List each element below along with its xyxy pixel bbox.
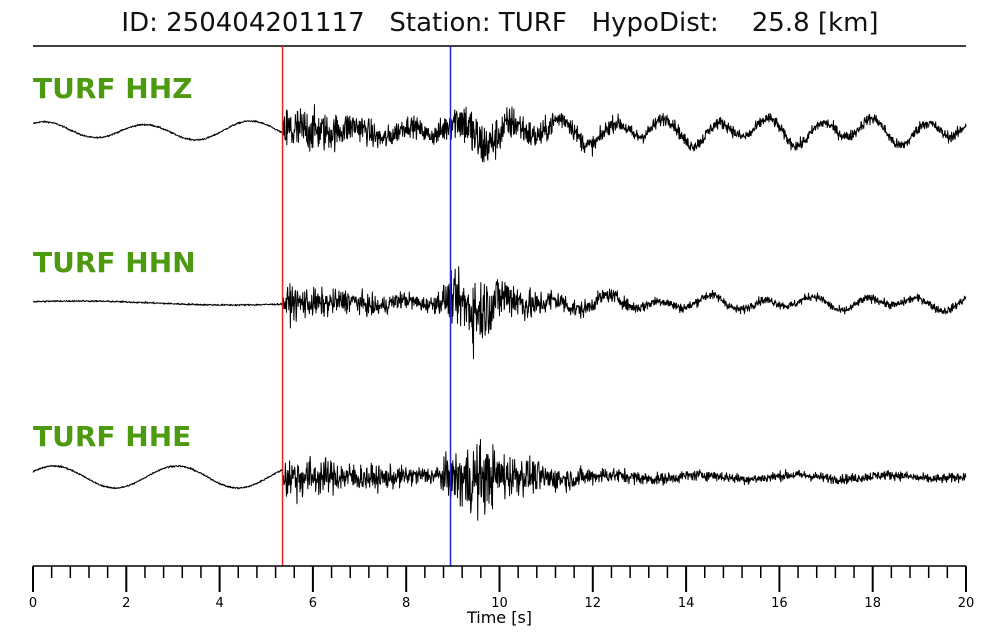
x-tick-label: 0	[29, 596, 37, 611]
pick-markers	[281, 46, 452, 566]
x-tick-label: 10	[491, 596, 508, 611]
x-tick-label: 2	[122, 596, 130, 611]
channel-label-hhe: TURF HHE	[33, 420, 192, 453]
x-tick-label: 18	[864, 596, 881, 611]
trace-turf-hhe	[32, 438, 967, 521]
x-tick-label: 4	[215, 596, 223, 611]
channel-label-hhz: TURF HHZ	[33, 72, 193, 105]
x-tick-label: 16	[771, 596, 788, 611]
channel-label-hhn: TURF HHN	[33, 246, 196, 279]
x-axis: 0 2 4 6 8 10 12 14 16 18 20 Time [s]	[29, 565, 975, 627]
x-tick-label: 12	[585, 596, 602, 611]
trace-turf-hhz	[32, 103, 967, 163]
x-tick-label: 8	[402, 596, 410, 611]
x-axis-label: Time [s]	[466, 608, 532, 627]
x-tick-label: 14	[678, 596, 695, 611]
x-tick-label: 6	[309, 596, 317, 611]
chart-title: ID: 250404201117 Station: TURF HypoDist:…	[121, 8, 879, 38]
trace-turf-hhn	[32, 266, 967, 360]
x-tick-label: 20	[958, 596, 975, 611]
traces-group	[32, 103, 967, 521]
